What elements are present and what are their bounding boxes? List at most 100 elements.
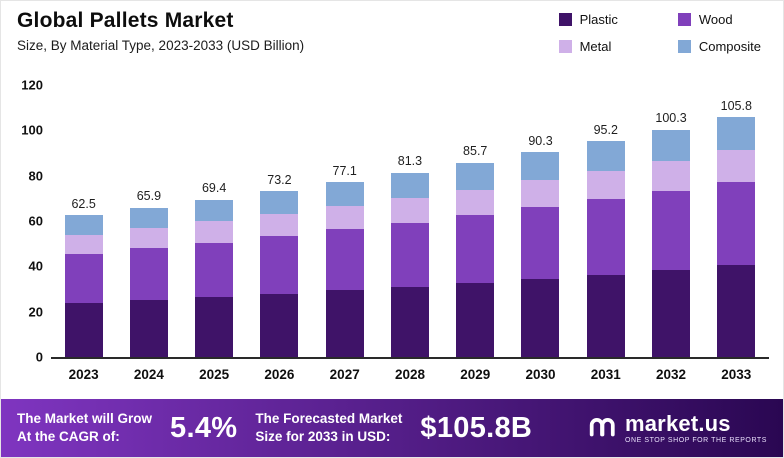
bar-total-label: 90.3 [528,133,553,148]
footer-banner: The Market will Grow At the CAGR of: 5.4… [1,399,783,457]
legend-swatch [558,40,572,53]
segment-metal [586,170,625,200]
segment-composite [260,191,299,214]
segment-composite [456,162,495,190]
segment-composite [390,172,429,199]
chart-header: Global Pallets Market Size, By Material … [1,1,783,57]
bar-stack [64,215,103,357]
legend-swatch [677,13,691,26]
bar-total-label: 73.2 [267,172,292,187]
segment-wood [390,222,429,287]
segment-metal [260,213,299,236]
segment-composite [129,207,168,228]
x-axis-label: 2023 [68,367,99,382]
segment-plastic [717,265,756,357]
x-axis-label: 2024 [133,367,164,382]
bar-total-label: 62.5 [71,196,96,211]
segment-metal [390,198,429,223]
segment-wood [129,248,168,300]
y-axis-tick-label: 120 [21,77,43,93]
segment-wood [325,229,364,291]
segment-metal [325,206,364,230]
segment-composite [64,215,103,235]
legend-item-metal: Metal [558,39,618,54]
legend-swatch [677,40,691,53]
segment-plastic [325,290,364,357]
segment-composite [325,182,364,207]
bar-stack [717,117,756,357]
segment-plastic [521,278,560,357]
cagr-label: The Market will Grow At the CAGR of: [17,410,152,445]
bar-stack [456,162,495,357]
market-us-logo: market.us ONE STOP SHOP FOR THE REPORTS [587,411,767,446]
bar-2025: 69.4 [182,85,247,357]
legend-label: Composite [698,39,761,54]
segment-metal [195,221,234,243]
bar-2026: 73.2 [247,85,312,357]
bar-2029: 85.7 [443,85,508,357]
bar-total-label: 77.1 [332,163,357,178]
bar-2028: 81.3 [377,85,442,357]
stacked-bar-chart: 0 20 40 60 80 100 120 62.5 65.9 69.4 73.2 77.1 81.3… [11,61,769,399]
bar-stack [390,172,429,357]
segment-wood [717,181,756,266]
segment-wood [195,242,234,297]
bar-stack [129,207,168,357]
segment-composite [586,141,625,171]
x-axis-label: 2028 [394,367,425,382]
bar-2033: 105.8 [704,85,769,357]
legend-label: Metal [579,39,612,54]
logo-text-block: market.us ONE STOP SHOP FOR THE REPORTS [624,410,767,444]
segment-plastic [390,286,429,357]
legend-label: Plastic [579,12,618,27]
segment-wood [456,215,495,283]
segment-plastic [129,299,168,357]
bar-2024: 65.9 [116,85,181,357]
y-axis-tick-label: 100 [21,122,43,138]
bar-total-label: 85.7 [463,144,488,159]
bar-2030: 90.3 [508,85,573,357]
segment-metal [456,189,495,216]
x-axis-label: 2029 [460,367,491,382]
bar-total-label: 81.3 [397,154,423,169]
x-axis-label: 2030 [525,367,556,382]
cagr-label-line2: At the CAGR of: [17,429,120,444]
segment-metal [521,180,560,208]
segment-composite [195,199,234,222]
y-axis-tick-label: 80 [28,168,43,184]
segment-composite [717,117,756,150]
bar-stack [521,152,560,357]
x-axis-label: 2027 [329,367,360,382]
segment-metal [129,227,168,249]
forecast-label: The Forecasted Market Size for 2033 in U… [255,410,402,445]
bar-stack [260,191,299,357]
segment-wood [652,190,691,271]
bar-total-label: 69.4 [201,181,227,196]
bar-total-label: 65.9 [136,189,162,204]
segment-plastic [260,293,299,357]
segment-composite [521,152,560,181]
bar-2031: 95.2 [573,85,638,357]
bar-stack [586,141,625,357]
legend-item-composite: Composite [677,39,761,54]
logo-text: market.us [624,410,731,436]
segment-wood [260,235,299,294]
segment-wood [586,199,625,275]
x-axis-label: 2026 [264,367,295,382]
bar-2023: 62.5 [51,85,116,357]
bar-2027: 77.1 [312,85,377,357]
y-axis-tick-label: 60 [28,213,43,229]
y-axis-tick-label: 20 [28,304,43,320]
bar-2032: 100.3 [638,85,703,357]
logo-tagline: ONE STOP SHOP FOR THE REPORTS [624,436,767,444]
forecast-label-line2: Size for 2033 in USD: [255,429,391,444]
x-axis-label: 2025 [199,367,230,382]
legend-swatch [558,13,572,26]
legend-label: Wood [698,12,733,27]
segment-plastic [195,296,234,357]
y-axis-tick-label: 40 [28,258,43,274]
bar-total-label: 100.3 [655,111,687,126]
chart-title: Global Pallets Market [17,9,234,32]
cagr-label-line1: The Market will Grow [17,411,153,427]
